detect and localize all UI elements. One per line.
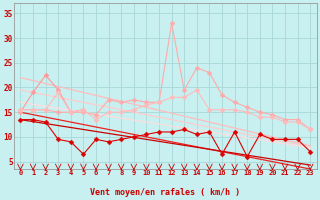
X-axis label: Vent moyen/en rafales ( km/h ): Vent moyen/en rafales ( km/h ) — [90, 188, 240, 197]
